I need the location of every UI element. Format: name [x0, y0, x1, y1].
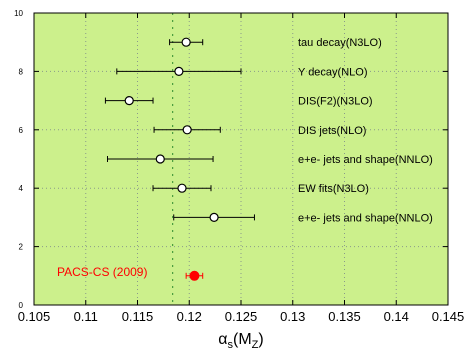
x-axis-title-args: (M	[233, 331, 252, 348]
x-axis-title-subscript: s	[228, 339, 234, 351]
x-tick-label: 0.13	[280, 309, 305, 324]
data-point-open	[174, 66, 184, 77]
data-point-filled	[189, 270, 200, 281]
x-tick-label: 0.12	[177, 309, 202, 324]
x-axis-title: αs(MZ)	[218, 331, 263, 351]
point-label: DIS jets(NLO)	[298, 125, 366, 137]
y-tick-label: 8	[19, 67, 24, 76]
x-tick-label: 0.115	[122, 309, 154, 324]
x-tick-label: 0.145	[432, 309, 465, 324]
points-layer: tau decay(N3LO) Y decay(NLO) DIS(F2)(N3LO)…	[57, 37, 433, 281]
data-point-open	[181, 37, 191, 47]
data-point-open	[177, 183, 187, 193]
x-tick-label: 0.135	[328, 309, 361, 324]
ticks-layer: 0.105 0.11 0.115 0.12 0.125 0.13 0.135 0.14 0.14…	[14, 9, 464, 324]
data-point-open	[124, 95, 134, 106]
y-tick-label: 4	[19, 184, 24, 193]
point-label: e+e- jets and shape(NNLO)	[298, 154, 433, 166]
grid-layer	[34, 13, 448, 305]
y-tick-label: 2	[19, 243, 24, 252]
point-label: e+e- jets and shape(NNLO)	[298, 212, 433, 224]
data-point-open	[182, 125, 192, 135]
y-tick-label: 6	[19, 126, 24, 135]
point-label: DIS(F2)(N3LO)	[298, 96, 373, 108]
x-tick-label: 0.14	[384, 309, 409, 324]
x-axis-title-args-subscript: Z	[252, 339, 259, 351]
x-tick-label: 0.125	[225, 309, 258, 324]
x-tick-label: 0.105	[18, 309, 51, 324]
data-point-open	[155, 154, 165, 164]
x-tick-label: 0.11	[74, 309, 98, 324]
data-point-open	[209, 212, 219, 222]
point-label: PACS-CS (2009)	[57, 265, 147, 279]
y-tick-label: 10	[14, 9, 23, 18]
point-label: EW fits(N3LO)	[298, 183, 369, 195]
x-axis-title-close: )	[258, 331, 263, 348]
point-label: tau decay(N3LO)	[298, 37, 382, 49]
point-label: Y decay(NLO)	[298, 66, 368, 78]
x-axis-title-symbol: α	[218, 331, 227, 348]
y-tick-label: 0	[19, 301, 24, 310]
